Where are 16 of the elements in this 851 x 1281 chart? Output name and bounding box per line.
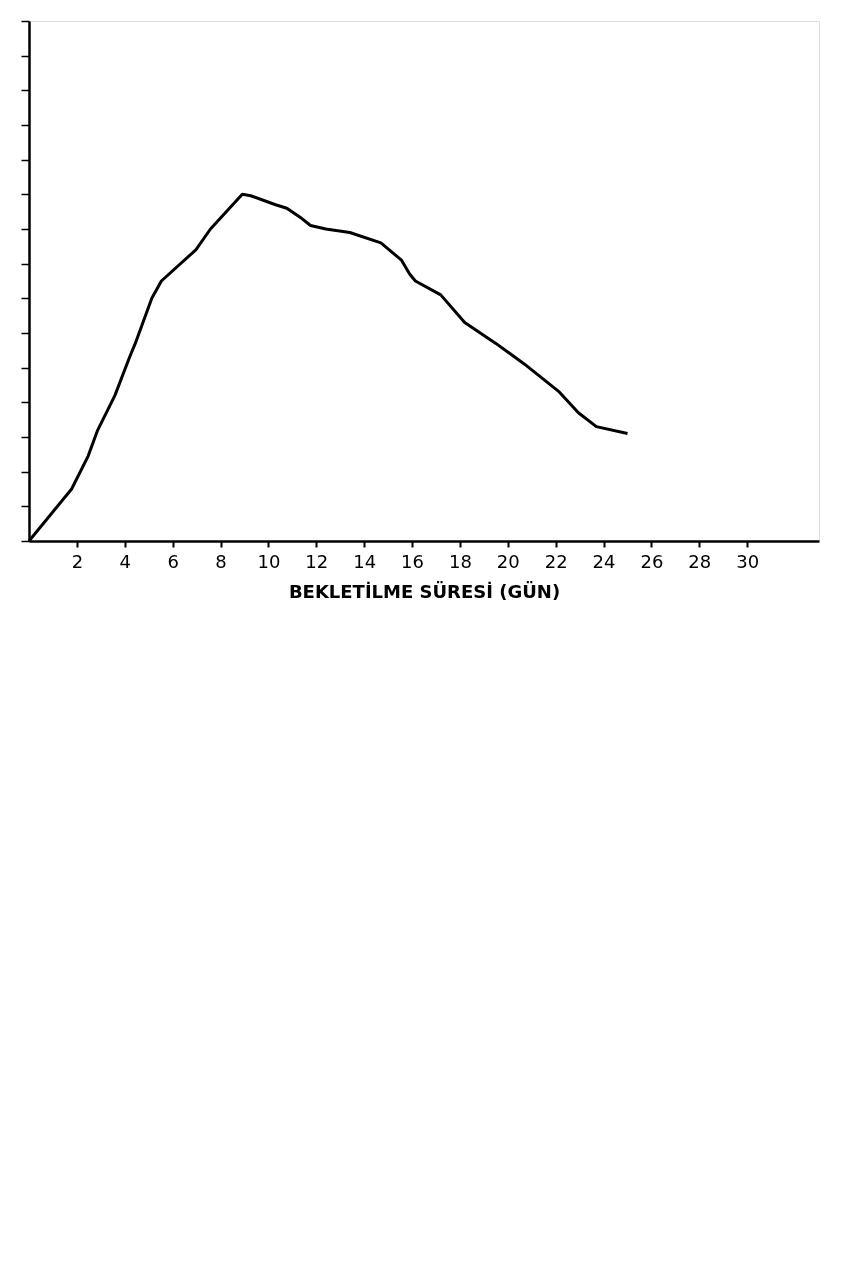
x-tick-label: 24 <box>592 550 616 572</box>
x-tick-label: 22 <box>544 550 568 572</box>
x-tick-label: 14 <box>353 550 377 572</box>
x-tick-label: 26 <box>640 550 664 572</box>
x-tick-label: 6 <box>167 550 179 572</box>
x-tick-label: 18 <box>448 550 472 572</box>
x-tick-label: 20 <box>496 550 520 572</box>
x-tick-label: 8 <box>215 550 227 572</box>
x-tick-label: 4 <box>119 550 131 572</box>
x-tick-label: 30 <box>736 550 760 572</box>
x-axis-title: BEKLETİLME SÜRESİ (GÜN) <box>288 580 561 602</box>
x-tick-label: 16 <box>401 550 424 572</box>
x-tick-label: 12 <box>305 550 329 572</box>
x-tick-label: 10 <box>257 550 281 572</box>
x-tick-label: 2 <box>71 550 84 572</box>
x-tick-label: 28 <box>688 550 712 572</box>
